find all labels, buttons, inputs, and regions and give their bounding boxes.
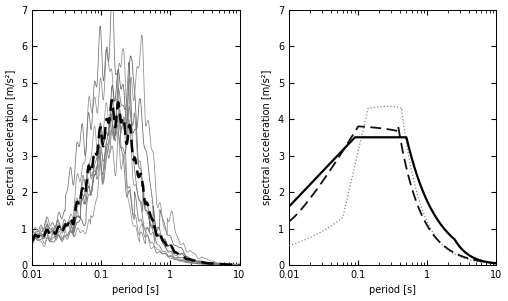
Y-axis label: spectral acceleration [m/s²]: spectral acceleration [m/s²] (262, 70, 272, 205)
X-axis label: period [s]: period [s] (369, 285, 416, 296)
Y-axis label: spectral acceleration [m/s²]: spectral acceleration [m/s²] (6, 70, 16, 205)
X-axis label: period [s]: period [s] (112, 285, 160, 296)
